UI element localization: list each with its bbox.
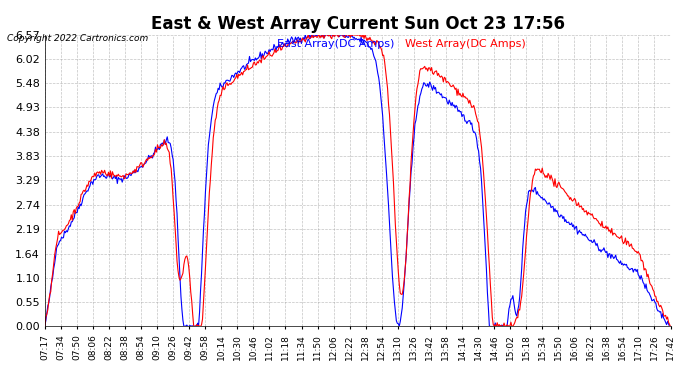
Title: East & West Array Current Sun Oct 23 17:56: East & West Array Current Sun Oct 23 17:… <box>150 15 564 33</box>
Legend: East Array(DC Amps), West Array(DC Amps): East Array(DC Amps), West Array(DC Amps) <box>273 34 531 53</box>
Text: Copyright 2022 Cartronics.com: Copyright 2022 Cartronics.com <box>7 34 148 43</box>
